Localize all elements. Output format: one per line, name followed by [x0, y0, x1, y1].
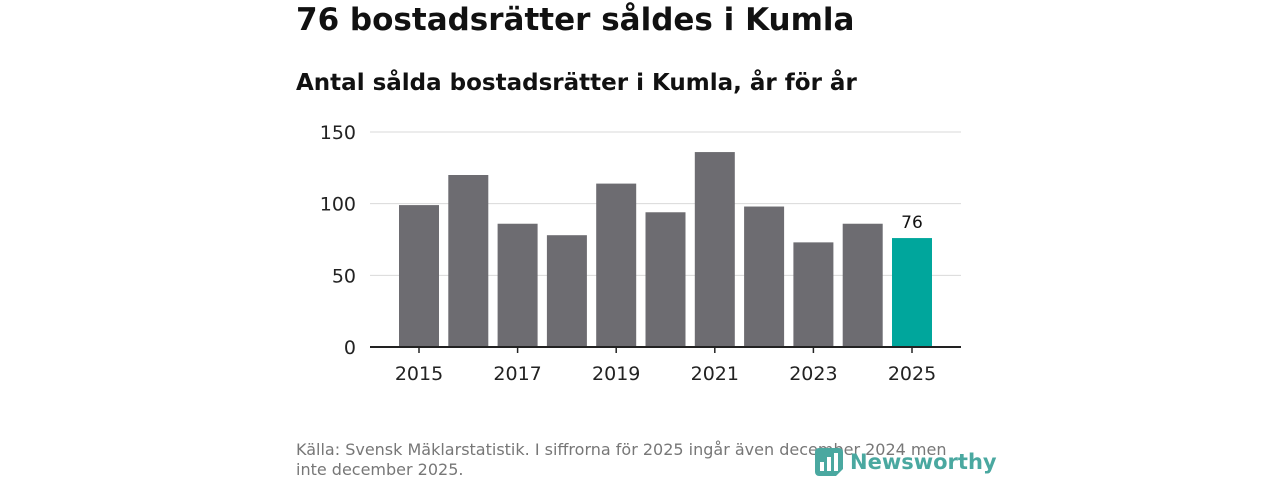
- newsworthy-logo-icon: [815, 448, 843, 476]
- bar-2016: [448, 175, 489, 347]
- y-axis-labels: 0 50 100 150: [320, 122, 356, 359]
- bar-2021: [694, 152, 735, 347]
- source-note: Källa: Svensk Mäklarstatistik. I siffror…: [296, 440, 947, 479]
- chart-subtitle: Antal sålda bostadsrätter i Kumla, år fö…: [296, 70, 857, 96]
- bar-2022: [744, 206, 785, 347]
- y-tick-label-50: 50: [332, 265, 356, 287]
- brand-logo[interactable]: Newsworthy: [814, 446, 997, 478]
- bar-2015: [399, 205, 439, 347]
- y-tick-label-100: 100: [320, 194, 356, 216]
- bar-2025: [892, 238, 932, 347]
- x-tick-label-2017: 2017: [493, 363, 541, 385]
- x-tick-label-2021: 2021: [691, 363, 739, 385]
- brand-name: Newsworthy: [850, 450, 997, 474]
- bar-2019: [596, 183, 637, 347]
- bars: [399, 152, 932, 347]
- x-tick-label-2015: 2015: [395, 363, 443, 385]
- y-tick-label-0: 0: [344, 337, 356, 359]
- x-tick-label-2025: 2025: [888, 363, 936, 385]
- bar-2018: [546, 235, 587, 347]
- bar-2024: [842, 223, 883, 347]
- bar-2023: [793, 242, 834, 347]
- x-axis: 2015 2017 2019 2021 2023 2025: [370, 346, 961, 385]
- bar-2017: [497, 223, 538, 347]
- x-tick-label-2023: 2023: [789, 363, 837, 385]
- data-labels: 76: [901, 213, 923, 233]
- y-tick-label-150: 150: [320, 122, 356, 144]
- chart-title: 76 bostadsrätter såldes i Kumla: [296, 2, 855, 38]
- data-label-2025: 76: [901, 213, 923, 233]
- x-tick-label-2019: 2019: [592, 363, 640, 385]
- bar-chart: 0 50 100 150 76 2015 2017 2019 2021 2023 2025: [320, 122, 961, 385]
- bar-2020: [645, 212, 686, 347]
